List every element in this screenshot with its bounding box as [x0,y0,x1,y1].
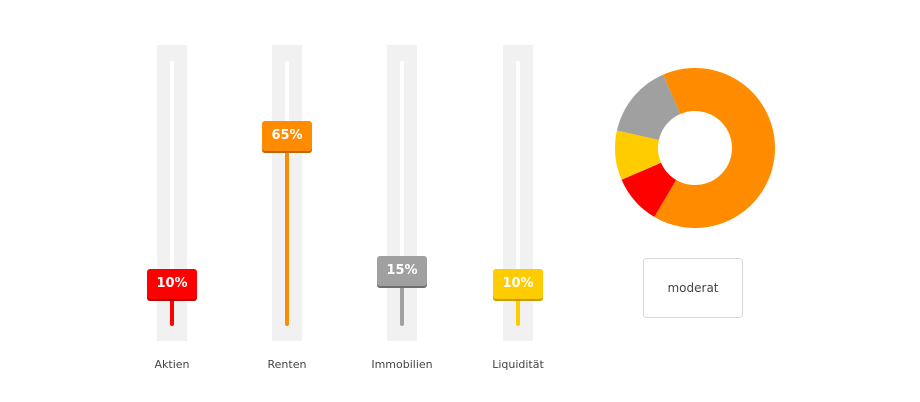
slider-handle-aktien[interactable]: 10% [147,269,197,299]
slider-renten[interactable]: 65% [262,45,312,341]
slider-handle-renten[interactable]: 65% [262,120,312,151]
slider-liquiditaet[interactable]: 10% [493,45,543,341]
slider-immobilien[interactable]: 15% [377,45,427,341]
slider-label-liquiditaet: Liquidität [492,358,544,371]
slider-rail [170,61,174,325]
slider-handle-liquiditaet[interactable]: 10% [493,269,543,299]
slider-fill [170,284,174,326]
donut-slice-aktien [621,162,677,217]
slider-label-renten: Renten [267,358,307,371]
slider-rail [400,61,404,325]
donut-slice-immobilien [616,74,681,140]
donut-slice-liquidität [615,130,662,180]
slider-fill [400,270,404,326]
slider-label-aktien: Aktien [154,358,190,371]
slider-fill [285,135,289,326]
allocation-donut-chart [615,67,775,228]
slider-label-immobilien: Immobilien [371,358,433,371]
slider-fill [516,284,520,326]
slider-aktien[interactable]: 10% [147,45,197,341]
slider-handle-immobilien[interactable]: 15% [377,255,427,286]
donut-slice-renten [654,67,775,228]
slider-rail [516,61,520,325]
risk-profile-box: moderat [643,258,743,318]
